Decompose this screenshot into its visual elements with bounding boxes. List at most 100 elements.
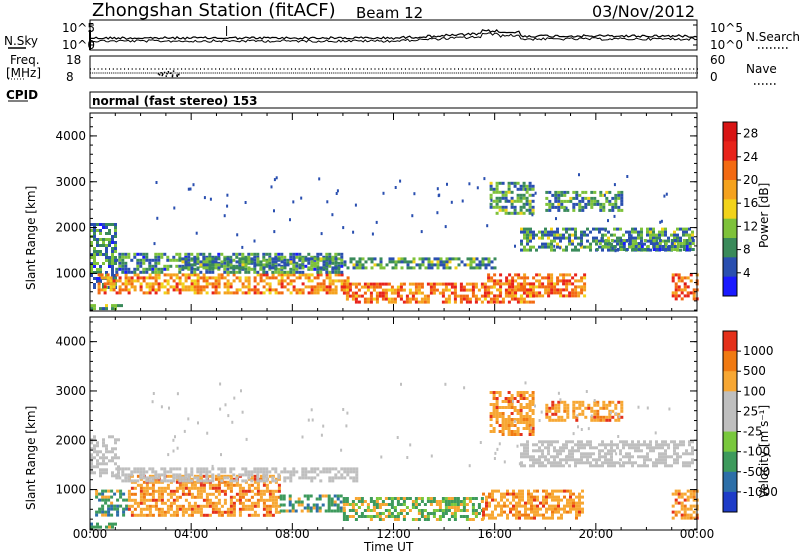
- velocity-scatter-point: [580, 428, 583, 431]
- power-scatter-point: [189, 187, 192, 191]
- velocity-scatter-point: [637, 405, 640, 409]
- power-scatter-point: [490, 198, 493, 202]
- power-scatter-point: [155, 181, 158, 184]
- mode-label: normal (fast stereo) 153: [92, 94, 258, 108]
- velocity-scatter-point: [227, 414, 230, 418]
- power-scatter-point: [352, 230, 355, 234]
- power-scatter-point: [468, 182, 471, 186]
- velocity-scatter-point: [380, 455, 383, 459]
- velocity-colorbar-segment: [723, 391, 737, 412]
- velocity-scatter-point: [617, 435, 620, 438]
- velocity-scatter-point: [585, 390, 588, 393]
- x-tick-label: 08:00: [275, 527, 310, 541]
- velocity-scatter-point: [409, 443, 412, 447]
- x-tick-label: 20:00: [579, 527, 614, 541]
- nave-point: [161, 74, 164, 77]
- velocity-scatter-point: [187, 417, 190, 421]
- power-scatter-point: [420, 230, 423, 234]
- nave-point: [176, 75, 178, 77]
- power-region-11: [671, 273, 699, 301]
- power-scatter-point: [342, 226, 345, 230]
- velocity-scatter-point: [615, 412, 618, 416]
- power-scatter-point: [192, 183, 195, 187]
- velocity-scatter-point: [668, 407, 671, 411]
- velocity-scatter-point: [534, 404, 536, 408]
- power-scatter-point: [534, 191, 537, 195]
- power-scatter-point: [600, 237, 603, 241]
- power-colorbar-tick-label: 20: [743, 173, 758, 187]
- velocity-ylabel: Slant Range [km]: [24, 405, 38, 510]
- power-scatter-point: [382, 191, 385, 195]
- velocity-scatter-point: [559, 398, 562, 402]
- velocity-scatter-point: [301, 435, 304, 439]
- power-scatter-point: [223, 214, 226, 218]
- power-scatter-point: [371, 232, 374, 236]
- velocity-region-0: [90, 435, 120, 478]
- velocity-scatter-point: [406, 456, 409, 459]
- power-region-10: [595, 239, 695, 251]
- velocity-region-7: [482, 489, 584, 520]
- velocity-scatter-point: [566, 454, 569, 458]
- velocity-scatter-point: [468, 464, 471, 468]
- power-scatter-point: [226, 204, 229, 208]
- velocity-ytick-label: 2000: [55, 433, 86, 447]
- power-scatter-point: [289, 218, 291, 222]
- nsky-tick-bottom: 10^0: [62, 38, 95, 52]
- power-colorbar-tick-label: 12: [743, 219, 758, 233]
- power-scatter-point: [187, 187, 190, 191]
- power-scatter-point: [613, 183, 616, 187]
- power-colorbar-frame: [722, 121, 738, 297]
- velocity-scatter-point: [577, 425, 579, 429]
- velocity-scatter-point: [151, 400, 154, 404]
- power-scatter-point: [476, 186, 479, 190]
- power-scatter-point: [375, 220, 378, 224]
- power-ytick-label: 1000: [55, 266, 86, 280]
- velocity-colorbar-tick-label: -25: [743, 425, 763, 439]
- velocity-ytick-label: 1000: [55, 483, 86, 497]
- velocity-colorbar-segment: [723, 331, 737, 352]
- velocity-scatter-point: [176, 392, 179, 396]
- velocity-scatter-point: [572, 432, 575, 436]
- power-scatter-point: [660, 219, 663, 223]
- velocity-scatter-point: [496, 447, 499, 451]
- velocity-colorbar-tick-label: -1000: [743, 485, 778, 499]
- power-scatter-point: [195, 231, 198, 235]
- power-scatter-point: [614, 249, 617, 253]
- nave-point: [158, 74, 161, 76]
- velocity-scatter-point: [231, 420, 234, 424]
- power-scatter-point: [553, 244, 556, 248]
- power-scatter-point: [506, 199, 509, 203]
- power-scatter-point: [514, 244, 516, 248]
- cpid-frame: [89, 91, 698, 109]
- velocity-scatter-point: [400, 382, 402, 386]
- power-ylabel: Slant Range [km]: [24, 185, 38, 290]
- power-scatter-point: [565, 206, 568, 210]
- power-scatter-point: [411, 214, 414, 218]
- power-scatter-point: [486, 224, 489, 228]
- power-colorbar-segment: [723, 122, 737, 142]
- velocity-colorbar-tick-label: -500: [743, 465, 770, 479]
- power-scatter-point: [436, 211, 439, 215]
- velocity-scatter-point: [444, 382, 447, 386]
- velocity-scatter-point: [518, 462, 521, 466]
- velocity-colorbar-segment: [723, 451, 737, 473]
- velocity-scatter-point: [498, 442, 501, 446]
- power-scatter-point: [630, 234, 633, 238]
- velocity-scatter-point: [576, 414, 579, 418]
- nsearch-series: [89, 32, 698, 43]
- nsearch-tick-top: 10^5: [710, 21, 743, 35]
- power-scatter-point: [483, 177, 486, 181]
- power-scatter-point: [531, 213, 534, 217]
- velocity-colorbar-tick-label: 25: [743, 404, 758, 418]
- velocity-scatter-point: [167, 453, 170, 457]
- power-scatter-point: [273, 209, 275, 213]
- velocity-scatter-point: [224, 403, 227, 407]
- velocity-region-11: [671, 489, 699, 520]
- velocity-scatter-point: [503, 460, 506, 464]
- power-scatter-point: [607, 219, 609, 223]
- power-scatter-point: [173, 206, 176, 210]
- power-scatter-point: [236, 233, 239, 237]
- velocity-colorbar-segment: [723, 431, 737, 453]
- power-scatter-point: [665, 192, 668, 196]
- velocity-scatter-point: [609, 411, 612, 415]
